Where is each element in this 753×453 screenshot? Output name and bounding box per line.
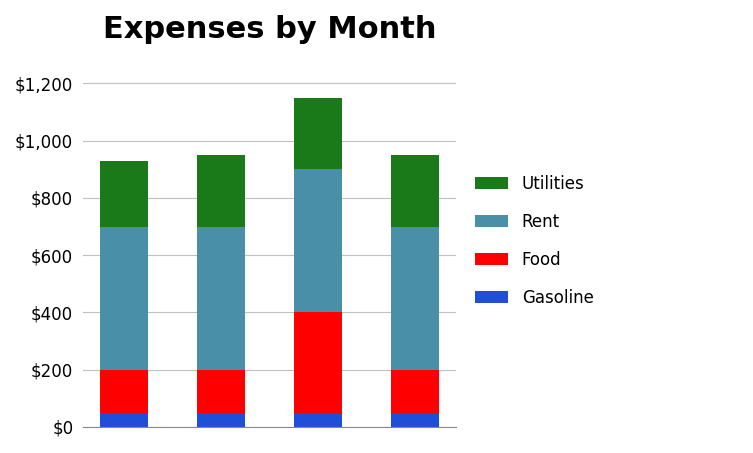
Bar xyxy=(391,413,440,427)
Bar xyxy=(100,161,148,226)
Bar xyxy=(100,413,148,427)
Bar xyxy=(100,226,148,370)
Bar xyxy=(391,155,440,226)
Bar xyxy=(294,413,343,427)
Bar xyxy=(197,413,245,427)
Legend: Utilities, Rent, Food, Gasoline: Utilities, Rent, Food, Gasoline xyxy=(468,168,600,313)
Bar xyxy=(294,98,343,169)
Bar xyxy=(197,155,245,226)
Bar xyxy=(391,370,440,413)
Bar xyxy=(197,226,245,370)
Title: Expenses by Month: Expenses by Month xyxy=(103,15,437,44)
Bar xyxy=(197,370,245,413)
Bar xyxy=(294,169,343,313)
Bar xyxy=(294,313,343,413)
Bar xyxy=(100,370,148,413)
Bar xyxy=(391,226,440,370)
